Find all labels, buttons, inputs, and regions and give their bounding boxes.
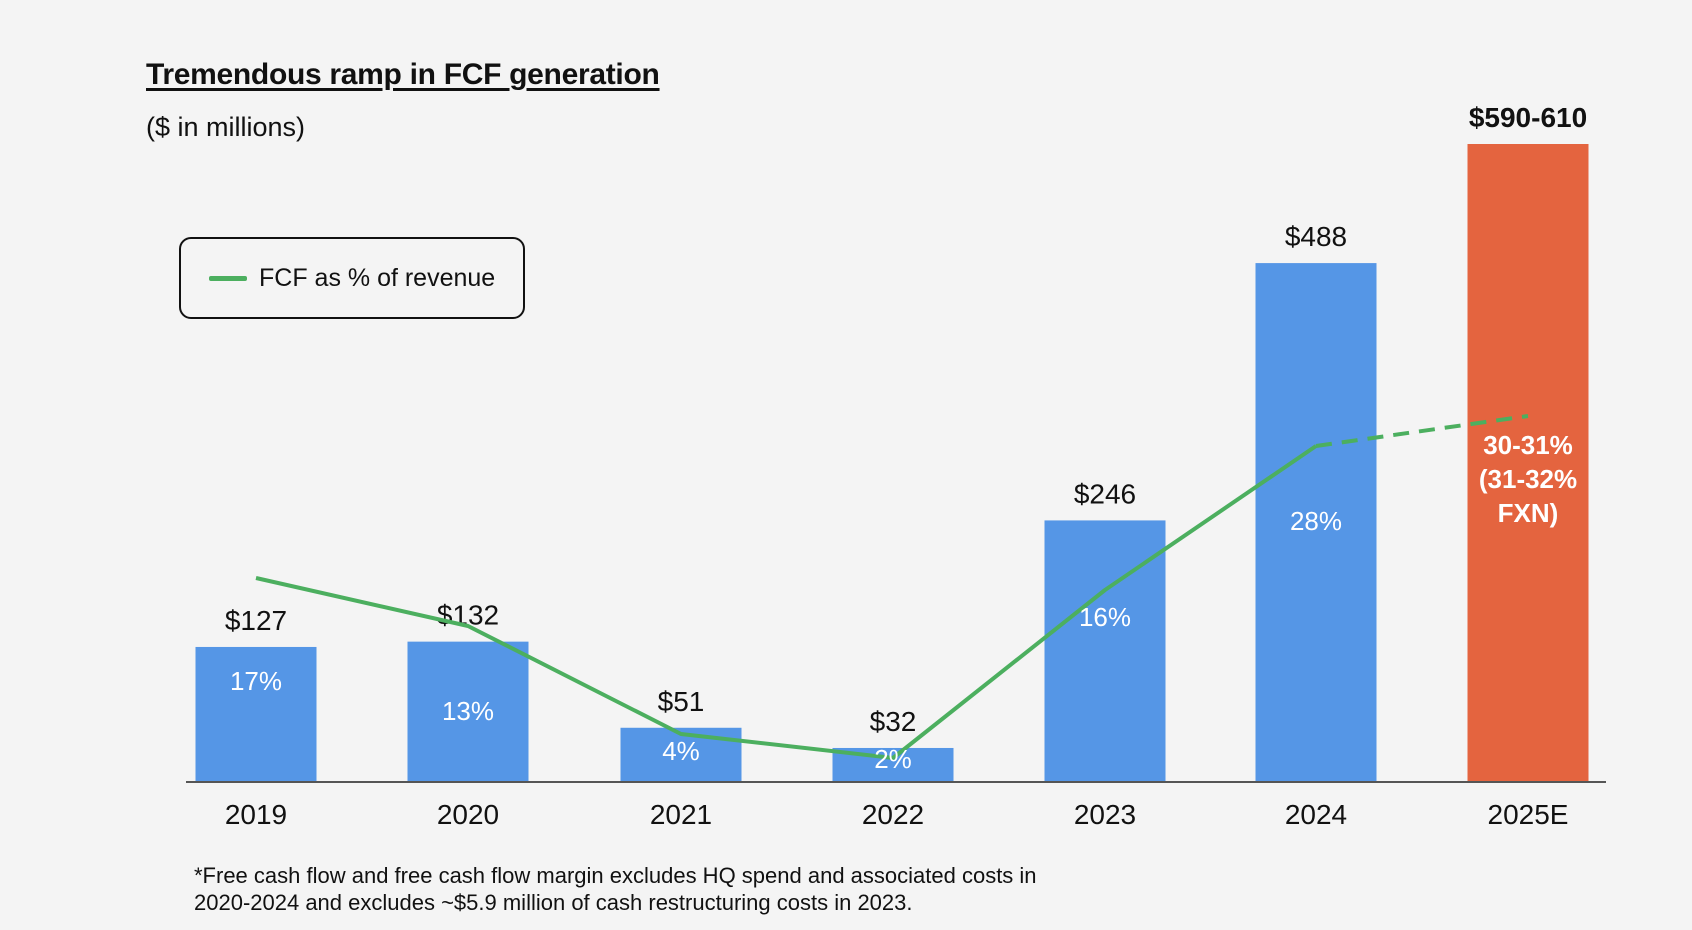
- x-tick-2019: 2019: [225, 799, 287, 830]
- value-label-2021: $51: [658, 686, 705, 717]
- chart-title: Tremendous ramp in FCF generation: [146, 58, 660, 91]
- x-tick-2022: 2022: [862, 799, 924, 830]
- percent-label-2021: 4%: [662, 736, 700, 766]
- percent-label-2022: 2%: [874, 744, 912, 774]
- percent-labels-group: 17% 13% 4% 2% 16% 28% 30-31% (31-32% FXN): [230, 430, 1577, 774]
- percent-label-2020: 13%: [442, 696, 494, 726]
- value-labels-group: $127 $132$51$32$246$488$590-610: [225, 102, 1587, 737]
- value-label-2024: $488: [1285, 221, 1347, 252]
- x-tick-2023: 2023: [1074, 799, 1136, 830]
- bars-group: [195, 144, 1589, 782]
- legend: FCF as % of revenue: [179, 237, 525, 319]
- footnote-line-2: 2020-2024 and excludes ~$5.9 million of …: [194, 890, 913, 915]
- value-label-2019: $127: [225, 605, 287, 636]
- margin-line-projected: [1315, 414, 1529, 448]
- x-tick-2025E: 2025E: [1488, 799, 1569, 830]
- value-label-2022: $32: [870, 706, 917, 737]
- margin-line-group: [255, 414, 1529, 760]
- footnote-line-1: *Free cash flow and free cash flow margi…: [194, 863, 1037, 888]
- percent-label-2024: 28%: [1290, 506, 1342, 536]
- bar-2020: [407, 641, 529, 782]
- percent-label-2025E: 30-31% (31-32% FXN): [1479, 430, 1577, 528]
- x-tick-2020: 2020: [437, 799, 499, 830]
- value-label-2025E: $590-610: [1469, 102, 1587, 133]
- percent-label-2019: 17%: [230, 666, 282, 696]
- bar-2025E: [1467, 144, 1589, 782]
- bar-2019: [195, 646, 317, 782]
- value-label-2023: $246: [1074, 478, 1136, 509]
- chart-subtitle: ($ in millions): [146, 112, 306, 142]
- legend-swatch: [209, 275, 247, 281]
- legend-label: FCF as % of revenue: [259, 263, 496, 292]
- footnote: *Free cash flow and free cash flow margi…: [194, 862, 1194, 916]
- x-tick-2021: 2021: [650, 799, 712, 830]
- x-tick-2024: 2024: [1285, 799, 1347, 830]
- margin-line-actual: [255, 444, 1318, 760]
- percent-label-2023: 16%: [1079, 602, 1131, 632]
- x-tick-labels-group: 2019 2020 2021 2022 2023 2024 2025E: [225, 799, 1569, 830]
- bar-2024: [1255, 263, 1377, 782]
